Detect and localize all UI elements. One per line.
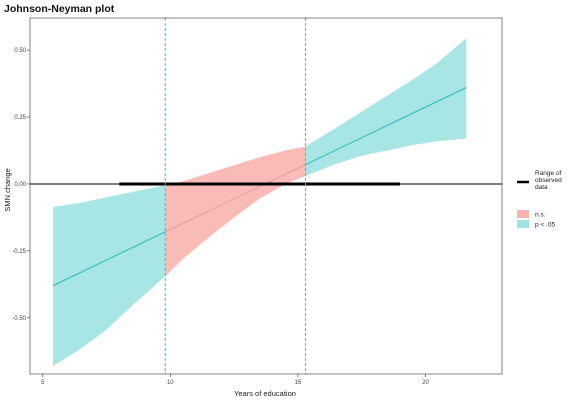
- legend-label-observed-range: Range of observed data: [535, 170, 562, 191]
- legend: Range of observed data n.s. p < .05: [517, 170, 562, 229]
- y-tick-label: 0.00: [14, 182, 26, 188]
- legend-label-significant: p < .05: [535, 222, 555, 229]
- x-axis-label: Years of education: [234, 389, 296, 398]
- chart-title: Johnson-Neyman plot: [4, 3, 115, 15]
- plot-area: 5 10 15 20 -0.50 -0.25 0.00 0.25 0.50: [12, 17, 503, 386]
- band-region-significant-2: [305, 38, 467, 176]
- legend-label-ns: n.s.: [535, 212, 546, 219]
- band-region-significant-1: [53, 185, 166, 366]
- y-axis-label: SMN change: [3, 168, 12, 211]
- x-tick-label: 15: [295, 380, 302, 386]
- slope-line-segment-2: [305, 87, 467, 166]
- y-tick-label: 0.25: [14, 115, 26, 121]
- y-tick-label: 0.50: [14, 48, 26, 54]
- legend-key-significant: [517, 220, 529, 228]
- plot-border: [29, 17, 503, 375]
- legend-key-ns: [517, 210, 529, 218]
- x-tick-label: 5: [41, 380, 45, 386]
- slope-line-segment-0: [52, 231, 166, 287]
- x-tick-label: 10: [167, 380, 174, 386]
- y-tick-label: -0.50: [12, 316, 26, 322]
- band-region-ns-0: [165, 146, 306, 277]
- y-tick-label: -0.25: [12, 249, 26, 255]
- x-tick-label: 20: [422, 380, 429, 386]
- slope-line-segment-1: [164, 164, 306, 233]
